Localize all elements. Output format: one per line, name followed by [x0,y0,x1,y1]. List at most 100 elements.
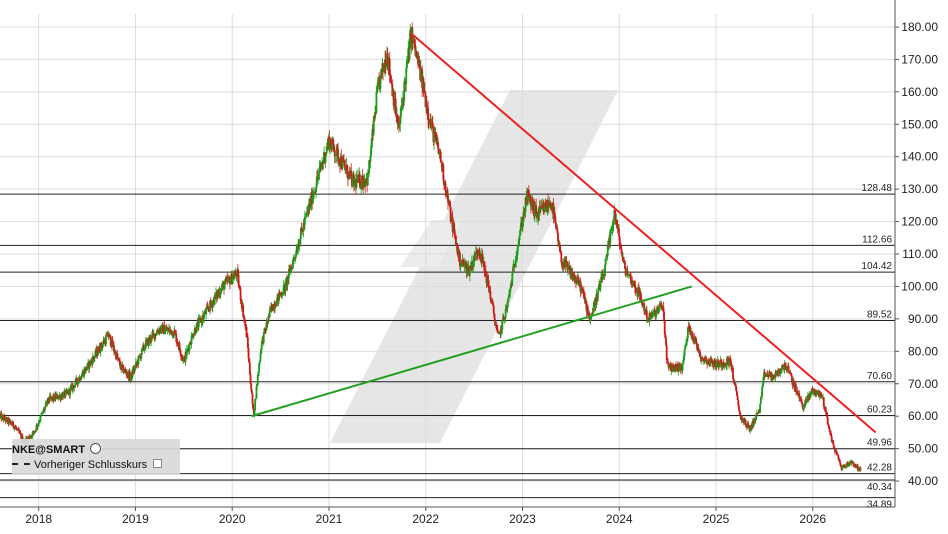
candle-body [460,263,463,266]
candle-body [189,343,192,345]
candle-body [299,228,302,239]
candle-body [331,144,333,150]
y-tick-label-90.00: 90.00 [908,312,938,326]
candle-1147 [759,403,762,414]
candle-1210 [800,398,803,405]
candle-body [258,361,261,364]
candle-body [599,282,602,290]
candle-body [255,386,258,399]
candle-body [38,420,41,423]
candle-472 [311,190,314,205]
y-tick-label-160.00: 160.00 [901,85,938,99]
candle-body [716,362,718,368]
candle-body [757,412,760,414]
candle-body [449,205,451,207]
candle-377 [248,358,251,376]
candle-body [281,294,284,296]
candle-body [374,112,376,119]
candle-body [604,258,607,265]
candle-body [739,412,742,415]
candle-body [539,207,542,210]
candle-body [710,358,713,362]
y-axis-ticks: 40.00 50.00 60.00 70.00 80.00 90.00 100.00 110.… [895,20,938,488]
candle-545 [360,183,363,194]
candle-body [292,257,295,261]
candle-1294 [856,463,859,472]
candle-body [616,220,618,225]
legend-checkbox[interactable] [153,459,163,468]
candle-1090 [721,364,724,371]
candle-859 [568,260,571,275]
candle-body [695,341,698,344]
candle-body [40,414,42,416]
candle-body [276,297,278,306]
candle-body [179,349,182,354]
candle-body [800,399,803,402]
candle-391 [258,362,261,376]
candle-body [515,257,518,262]
candle-body [773,375,775,377]
candle-body [49,395,52,399]
candle-body [329,139,332,146]
candle-body [118,358,121,361]
candle-body [349,172,351,174]
candle-body [375,91,378,113]
candle-body [243,317,246,321]
candle-body [590,312,593,316]
candle-body [838,459,841,463]
candle-body [322,161,325,163]
candle-body [854,464,857,468]
candle-body [8,420,11,424]
candle-body [720,361,723,368]
candle-body [699,353,702,359]
candle-body [34,430,37,432]
candle-body [673,367,675,369]
candle-body [745,424,748,427]
candle-body [384,59,387,68]
settings-circle-icon[interactable] [90,443,102,454]
candle-body [643,303,646,312]
candle-598 [395,105,398,123]
candle-body [75,378,78,383]
candle-body [143,347,146,350]
candle-614 [406,55,408,73]
candle-body [500,325,502,335]
candle-body [237,269,239,274]
candle-body [438,152,441,154]
candle-57 [36,424,39,430]
candle-body [190,335,193,345]
candle-body [779,371,782,374]
candle-body [810,392,813,395]
candle-728 [481,249,484,264]
candle-body [549,202,551,206]
candle-body [195,331,198,333]
candle-52 [33,432,36,435]
candle-1010 [668,362,671,369]
candle-body [610,229,612,231]
candle-body [297,244,300,250]
candle-body [592,302,595,313]
candle-body [306,209,309,212]
candle-body [677,364,679,372]
candle-body [569,267,572,278]
candle-body [224,278,227,285]
candle-131 [85,368,88,371]
candle-body [343,160,345,163]
candle-body [170,329,172,331]
candle-718 [474,245,477,261]
candle-body [125,370,127,374]
candle-body [333,145,335,150]
candle-body [250,383,253,390]
watermark-slash-small [400,220,462,267]
candle-683 [451,210,454,238]
candle-body [223,284,226,290]
candle-635 [419,60,422,83]
candle-521 [344,159,347,174]
candle-body [393,105,396,107]
candle-557 [368,160,371,178]
candle-1087 [719,356,722,368]
vertical-grid [38,14,814,507]
candle-body [732,367,734,379]
candle-body [561,262,563,267]
candle-917 [606,240,609,261]
